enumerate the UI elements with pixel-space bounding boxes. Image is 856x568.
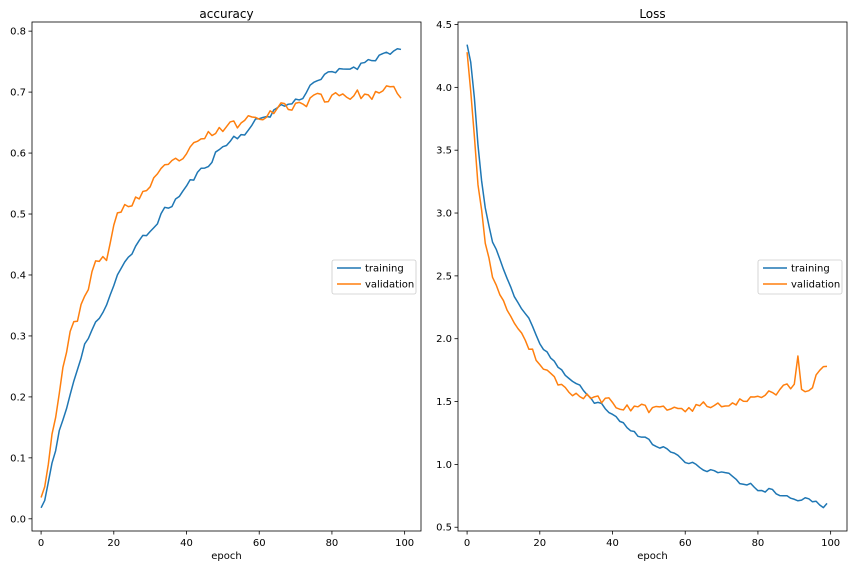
- accuracy-x-axis-label: epoch: [211, 551, 241, 562]
- accuracy-legend: training validation: [331, 259, 417, 295]
- accuracy-y-tick-label: 0.3: [10, 331, 26, 342]
- accuracy-x-tick-label: 100: [395, 538, 414, 549]
- accuracy-x-tick-label: 60: [253, 538, 266, 549]
- accuracy-y-tick-label: 0.5: [10, 210, 26, 221]
- loss-legend-training-label: training: [791, 264, 830, 275]
- loss-x-tick-label: 0: [464, 538, 470, 549]
- accuracy-training-line: [40, 47, 402, 509]
- accuracy-x-tick-label: 80: [326, 538, 339, 549]
- accuracy-plot-area: [40, 47, 402, 509]
- loss-y-tick-label: 1.0: [436, 460, 452, 471]
- accuracy-legend-training-label: training: [365, 264, 404, 275]
- accuracy-chart-title: accuracy: [199, 7, 253, 21]
- loss-y-tick-label: 4.0: [436, 83, 452, 94]
- accuracy-legend-validation-label: validation: [365, 280, 414, 291]
- accuracy-y-tick-label: 0.2: [10, 392, 26, 403]
- loss-legend: training validation: [757, 259, 843, 295]
- loss-x-tick-label: 40: [606, 538, 619, 549]
- accuracy-y-tick-label: 0.4: [10, 270, 26, 281]
- loss-x-tick-label: 60: [679, 538, 692, 549]
- accuracy-y-tick-label: 0.7: [10, 88, 26, 99]
- loss-y-tick-label: 1.5: [436, 397, 452, 408]
- loss-validation-line: [466, 52, 828, 414]
- accuracy-y-tick-label: 0.1: [10, 453, 26, 464]
- accuracy-y-tick-label: 0.6: [10, 149, 26, 160]
- loss-y-tick-label: 3.5: [436, 146, 452, 157]
- loss-y-tick-label: 4.5: [436, 20, 452, 31]
- loss-x-tick-label: 20: [533, 538, 546, 549]
- loss-chart: Loss epoch training validation 0 20 40 60 80…: [436, 7, 848, 562]
- loss-y-tick-label: 0.5: [436, 523, 452, 534]
- loss-plot-frame: [457, 21, 848, 532]
- loss-x-tick-label: 80: [752, 538, 765, 549]
- accuracy-y-tick-label: 0.8: [10, 27, 26, 38]
- loss-training-line: [466, 44, 828, 509]
- accuracy-x-tick-label: 0: [38, 538, 44, 549]
- accuracy-validation-line: [40, 85, 402, 498]
- loss-x-axis-label: epoch: [637, 551, 667, 562]
- loss-x-tick-label: 100: [821, 538, 840, 549]
- accuracy-x-tick-label: 20: [107, 538, 120, 549]
- accuracy-x-tick-label: 40: [180, 538, 193, 549]
- accuracy-y-tick-label: 0.0: [10, 514, 26, 525]
- loss-chart-title: Loss: [639, 7, 665, 21]
- accuracy-plot-frame: [31, 21, 422, 532]
- loss-legend-validation-label: validation: [791, 280, 840, 291]
- loss-y-tick-label: 2.0: [436, 334, 452, 345]
- accuracy-chart: accuracy epoch training validation 0 20 40…: [10, 7, 422, 562]
- loss-plot-area: [466, 44, 828, 509]
- loss-y-tick-label: 2.5: [436, 271, 452, 282]
- loss-y-tick-label: 3.0: [436, 209, 452, 220]
